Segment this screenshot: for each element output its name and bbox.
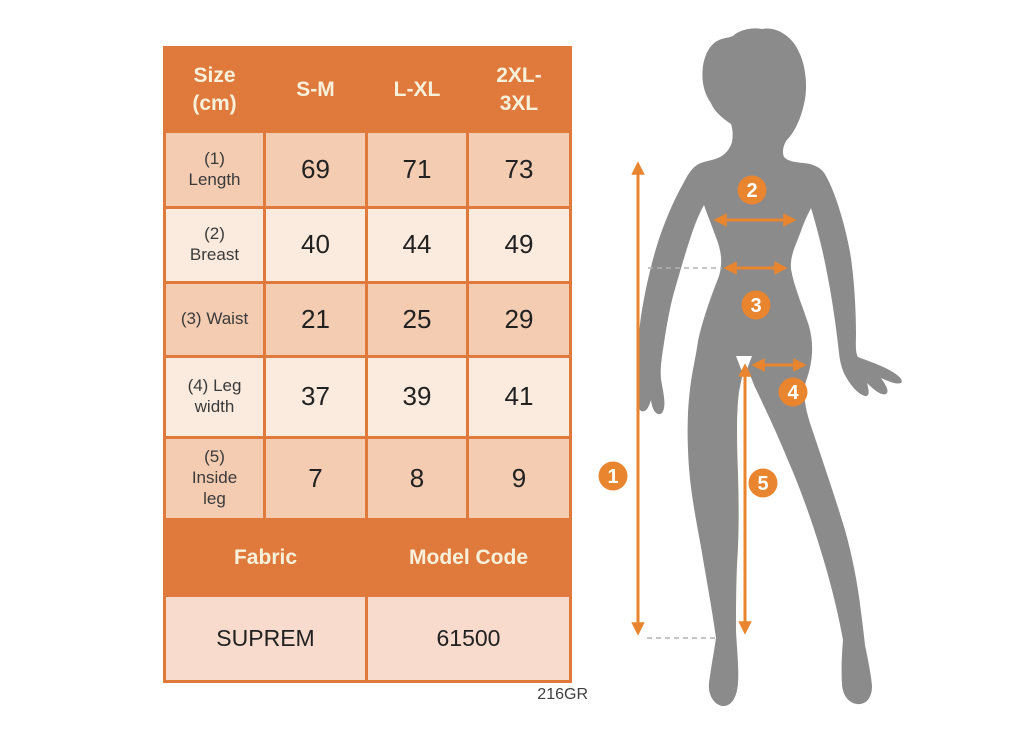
marker-2: 2 — [737, 175, 767, 205]
marker-1: 1 — [598, 461, 628, 491]
value-breast-2xl3xl: 49 — [469, 209, 569, 281]
row-label-inside-leg: (5) Inside leg — [166, 439, 263, 518]
value-waist-sm: 21 — [266, 284, 365, 355]
row-label-waist: (3) Waist — [166, 284, 263, 355]
marker-5-label: 5 — [757, 473, 768, 495]
table-header-col-2xl3xl: 2XL- 3XL — [469, 49, 569, 130]
value-length-sm: 69 — [266, 133, 365, 206]
fabric-value: SUPREM — [166, 597, 365, 680]
marker-2-label: 2 — [746, 180, 757, 202]
model-footnote-code: 216GR — [537, 686, 588, 703]
table-header-size-cm: Size (cm) — [166, 49, 263, 130]
footer-header-fabric: Fabric — [166, 521, 365, 594]
row-label-leg-width: (4) Leg width — [166, 358, 263, 436]
value-waist-lxl: 25 — [368, 284, 466, 355]
marker-3-label: 3 — [750, 295, 761, 317]
value-inside-leg-sm: 7 — [266, 439, 365, 518]
value-leg-width-2xl3xl: 41 — [469, 358, 569, 436]
value-length-lxl: 71 — [368, 133, 466, 206]
table-header-col-sm: S-M — [266, 49, 365, 130]
value-inside-leg-2xl3xl: 9 — [469, 439, 569, 518]
female-body-silhouette — [637, 28, 902, 707]
value-length-2xl3xl: 73 — [469, 133, 569, 206]
marker-4: 4 — [778, 377, 808, 407]
row-label-length: (1) Length — [166, 133, 263, 206]
value-leg-width-lxl: 39 — [368, 358, 466, 436]
marker-4-label: 4 — [787, 382, 799, 404]
row-label-breast: (2) Breast — [166, 209, 263, 281]
model-code-value: 61500 — [368, 597, 569, 680]
marker-1-label: 1 — [607, 466, 618, 488]
value-leg-width-sm: 37 — [266, 358, 365, 436]
value-inside-leg-lxl: 8 — [368, 439, 466, 518]
value-breast-sm: 40 — [266, 209, 365, 281]
footer-header-model-code: Model Code — [368, 521, 569, 594]
marker-5: 5 — [748, 468, 778, 498]
marker-3: 3 — [741, 290, 771, 320]
value-waist-2xl3xl: 29 — [469, 284, 569, 355]
size-table: Size (cm) S-M L-XL 2XL- 3XL (1) Length 6… — [163, 46, 572, 683]
table-header-col-lxl: L-XL — [368, 49, 466, 130]
value-breast-lxl: 44 — [368, 209, 466, 281]
